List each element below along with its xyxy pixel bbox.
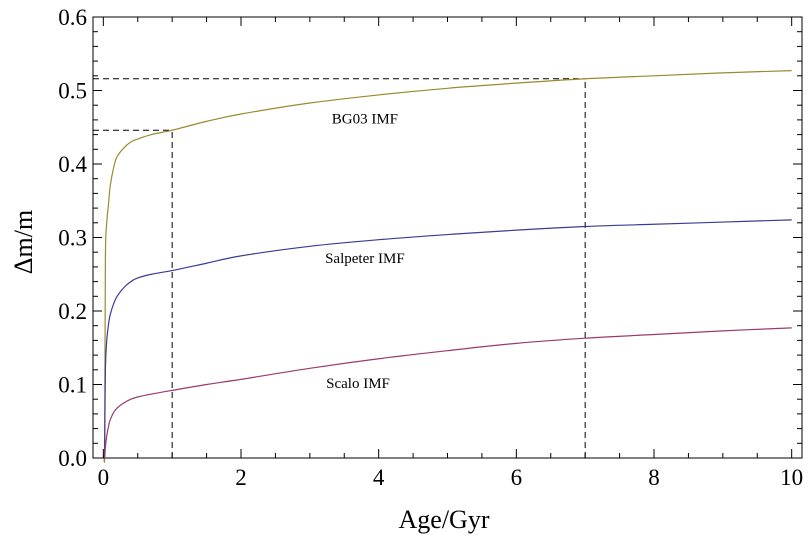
tick-labels: 0 2 4 6 8 10 0.0 0.1 0.2 0.3 0.4 0.5 0.6	[58, 5, 803, 490]
axis-ticks	[93, 16, 802, 459]
y-tick-label: 0.3	[58, 226, 87, 251]
y-tick-label: 0.6	[58, 5, 87, 30]
y-axis-title: Δm/m	[9, 210, 38, 274]
y-tick-label: 0.5	[58, 79, 87, 104]
plot-border	[92, 16, 803, 459]
series-label-salpeter-imf: Salpeter IMF	[325, 251, 405, 267]
x-tick-label: 10	[780, 465, 803, 490]
x-axis-title: Age/Gyr	[399, 505, 490, 534]
series-lines	[103, 70, 792, 463]
y-tick-label: 0.0	[58, 446, 87, 471]
dashed-guides	[93, 78, 586, 458]
y-tick-label: 0.2	[58, 299, 87, 324]
series-line-scalo-imf	[103, 327, 792, 460]
x-tick-label: 4	[373, 465, 385, 490]
x-tick-label: 8	[648, 465, 660, 490]
plot-frame	[92, 16, 803, 459]
x-tick-label: 6	[511, 465, 523, 490]
series-label-scalo-imf: Scalo IMF	[326, 376, 390, 392]
series-line-salpeter-imf	[103, 219, 792, 459]
y-tick-label: 0.4	[58, 152, 87, 177]
series-line-bg03-imf	[103, 70, 792, 463]
x-tick-label: 2	[235, 465, 247, 490]
series-label-bg03-imf: BG03 IMF	[332, 112, 398, 128]
y-tick-label: 0.1	[58, 373, 87, 398]
series-labels: BG03 IMF Salpeter IMF Scalo IMF	[325, 112, 405, 393]
x-tick-label: 0	[98, 465, 110, 490]
